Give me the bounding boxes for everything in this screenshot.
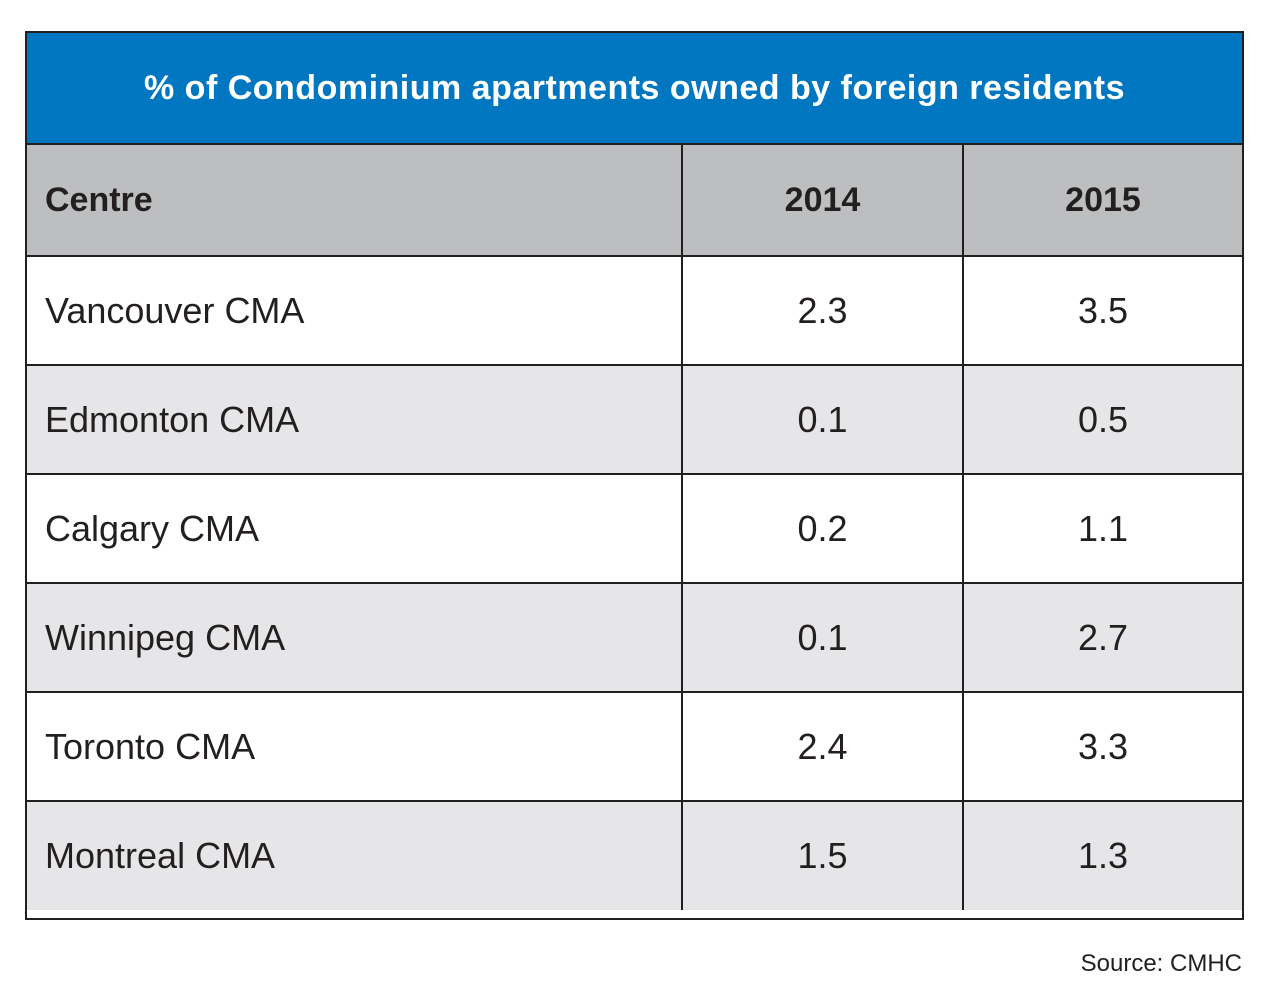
cell-2015: 3.3 bbox=[963, 692, 1242, 802]
cell-2014: 2.3 bbox=[682, 256, 964, 366]
table-row: Calgary CMA 0.2 1.1 bbox=[27, 474, 1242, 584]
cell-2014: 0.1 bbox=[682, 365, 964, 475]
column-header-centre: Centre bbox=[27, 145, 683, 257]
data-table: Centre 2014 2015 Vancouver CMA 2.3 3.5 E… bbox=[27, 145, 1242, 910]
cell-centre: Toronto CMA bbox=[27, 692, 683, 802]
table-row: Montreal CMA 1.5 1.3 bbox=[27, 801, 1242, 910]
cell-2015: 3.5 bbox=[963, 256, 1242, 366]
cell-centre: Vancouver CMA bbox=[27, 256, 683, 366]
column-header-2014: 2014 bbox=[682, 145, 964, 257]
data-table-container: % of Condominium apartments owned by for… bbox=[25, 31, 1244, 920]
cell-centre: Winnipeg CMA bbox=[27, 583, 683, 693]
cell-2015: 0.5 bbox=[963, 365, 1242, 475]
cell-2014: 1.5 bbox=[682, 801, 964, 910]
table-title: % of Condominium apartments owned by for… bbox=[27, 33, 1242, 145]
source-note: Source: CMHC bbox=[1080, 950, 1242, 977]
cell-2014: 0.1 bbox=[682, 583, 964, 693]
cell-centre: Edmonton CMA bbox=[27, 365, 683, 475]
cell-2015: 1.3 bbox=[963, 801, 1242, 910]
cell-centre: Calgary CMA bbox=[27, 474, 683, 584]
cell-2015: 2.7 bbox=[963, 583, 1242, 693]
cell-2015: 1.1 bbox=[963, 474, 1242, 584]
table-row: Vancouver CMA 2.3 3.5 bbox=[27, 256, 1242, 366]
cell-2014: 0.2 bbox=[682, 474, 964, 584]
cell-2014: 2.4 bbox=[682, 692, 964, 802]
header-row: Centre 2014 2015 bbox=[27, 145, 1242, 257]
table-row: Edmonton CMA 0.1 0.5 bbox=[27, 365, 1242, 475]
column-header-2015: 2015 bbox=[963, 145, 1242, 257]
table-row: Toronto CMA 2.4 3.3 bbox=[27, 692, 1242, 802]
table-row: Winnipeg CMA 0.1 2.7 bbox=[27, 583, 1242, 693]
cell-centre: Montreal CMA bbox=[27, 801, 683, 910]
